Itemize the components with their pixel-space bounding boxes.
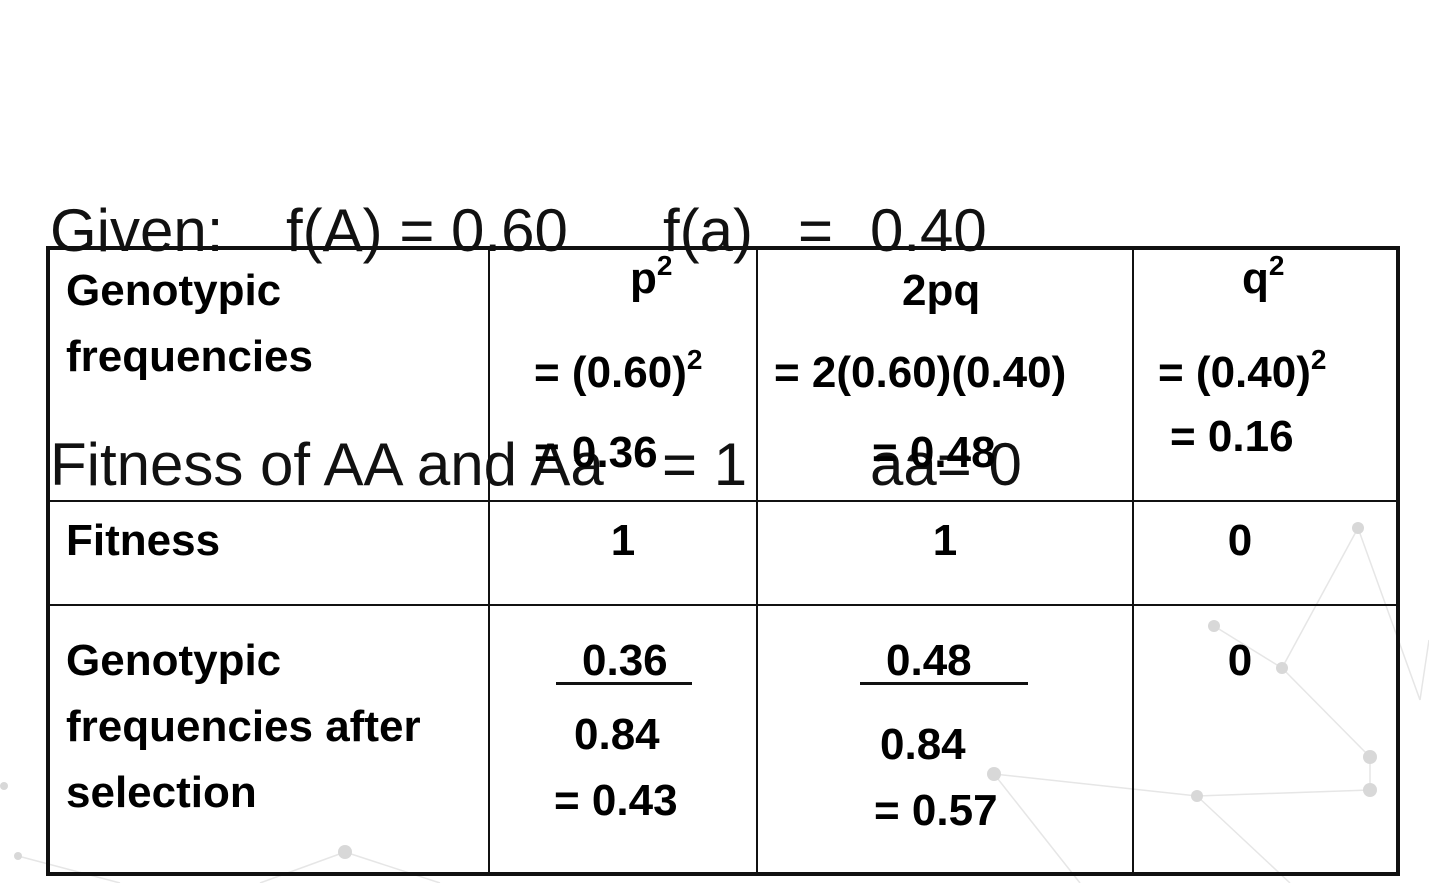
row-header-cell: Genotypic frequencies [46, 246, 490, 502]
Aa-result: = 0.57 [874, 786, 998, 835]
p-squared-symbol: p2 [630, 250, 673, 304]
2pq-expression: = 2(0.60)(0.40) [774, 348, 1067, 397]
table-row: Fitness 1 1 0 [46, 500, 1400, 606]
row-header-cell: Fitness [46, 500, 490, 606]
q-squared-value: = 0.16 [1170, 412, 1294, 461]
fitness-aa-cell: 0 [1132, 500, 1400, 606]
genotype-table: Genotypic frequencies p2 = (0.60)2 = 0.3… [46, 246, 1400, 876]
AA-after-selection-cell: 0.36 0.84 = 0.43 [488, 604, 758, 876]
q-squared-expression: = (0.40)2 [1158, 344, 1327, 398]
2pq-symbol: 2pq [902, 266, 981, 315]
aa-after-selection-value: 0 [1227, 636, 1253, 685]
Aa-denominator: 0.84 [880, 720, 966, 769]
AA-numerator: 0.36 [582, 636, 668, 685]
2pq-value: = 0.48 [872, 428, 996, 477]
p-squared-cell: p2 = (0.60)2 = 0.36 [488, 246, 758, 502]
2pq-cell: 2pq = 2(0.60)(0.40) = 0.48 [756, 246, 1134, 502]
Aa-fraction-bar [860, 682, 1028, 685]
row-header: Genotypic frequencies after selection [66, 628, 421, 826]
table-row: Genotypic frequencies p2 = (0.60)2 = 0.3… [46, 246, 1400, 502]
Aa-after-selection-cell: 0.48 0.84 = 0.57 [756, 604, 1134, 876]
q-squared-cell: q2 = (0.40)2 = 0.16 [1132, 246, 1400, 502]
row-header-line: Genotypic [66, 266, 282, 315]
fitness-AA-cell: 1 [488, 500, 758, 606]
table-row: Genotypic frequencies after selection 0.… [46, 604, 1400, 876]
fitness-AA-value: 1 [610, 516, 636, 565]
aa-after-selection-cell: 0 [1132, 604, 1400, 876]
AA-denominator: 0.84 [574, 710, 660, 759]
row-header: Genotypic frequencies [66, 258, 313, 390]
row-header: Fitness [66, 508, 220, 574]
row-header-cell: Genotypic frequencies after selection [46, 604, 490, 876]
row-header-line: Fitness [66, 516, 221, 565]
row-header-line: frequencies after [66, 702, 421, 751]
p-squared-expression: = (0.60)2 [534, 344, 703, 398]
row-header-line: Genotypic [66, 636, 282, 685]
row-header-line: selection [66, 768, 257, 817]
p-squared-value: = 0.36 [534, 428, 658, 477]
row-header-line: frequencies [66, 332, 313, 381]
AA-result: = 0.43 [554, 776, 678, 825]
fitness-aa-value: 0 [1227, 516, 1253, 565]
fitness-Aa-cell: 1 [756, 500, 1134, 606]
fitness-Aa-value: 1 [932, 516, 958, 565]
q-squared-symbol: q2 [1242, 250, 1285, 304]
Aa-numerator: 0.48 [886, 636, 972, 685]
AA-fraction-bar [556, 682, 692, 685]
